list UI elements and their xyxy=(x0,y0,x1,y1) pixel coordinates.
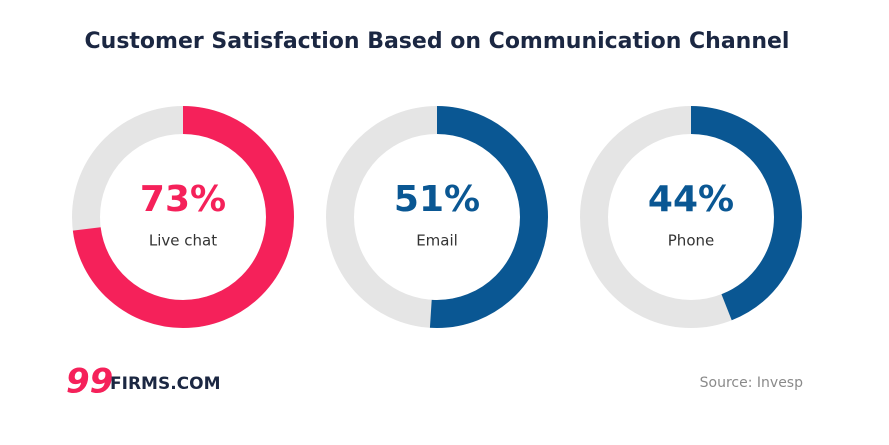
chart-title: Customer Satisfaction Based on Communica… xyxy=(85,29,790,54)
donut-arc xyxy=(72,106,294,328)
category-label: Email xyxy=(416,232,458,250)
source: Source: Invesp xyxy=(700,375,803,391)
value-label: 44% xyxy=(648,179,734,220)
donut-arc xyxy=(326,106,548,328)
value-label: 51% xyxy=(394,179,480,220)
value-label: 73% xyxy=(140,179,226,220)
logo-text: FIRMS.COM xyxy=(110,374,221,394)
category-label: Live chat xyxy=(149,232,217,250)
donut-arc xyxy=(580,106,802,328)
logo-mark: 99 xyxy=(66,362,113,402)
category-label: Phone xyxy=(668,232,714,250)
